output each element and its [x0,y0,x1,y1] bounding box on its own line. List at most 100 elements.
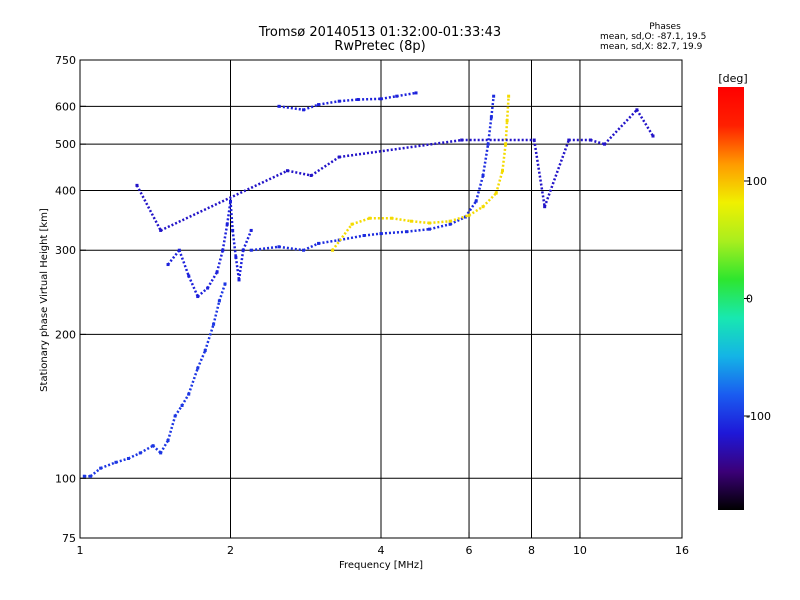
trace-segment [318,99,340,106]
x-tick-label: 2 [227,544,234,557]
trace-segment [229,201,234,231]
trace-segment [204,323,215,351]
trace-segment [429,219,451,225]
trace-segment [339,138,462,159]
chart-title: Tromsø 20140513 01:32:00-01:33:43 [258,25,502,40]
trace-segment [135,184,162,232]
trace-segment [318,238,340,245]
trace-segment [505,96,510,121]
phase-stats-o: mean, sd,O: -87.1, 19.5 [600,32,707,42]
trace-segment [303,103,319,111]
trace-segment [411,219,430,225]
trace-segment [486,116,493,145]
trace-segment [468,205,484,217]
trace-segment [278,105,304,112]
trace-segment [310,155,340,177]
y-tick-label: 200 [55,328,76,341]
trace-segment [287,169,312,177]
trace-segment [490,96,495,118]
trace-segment [603,108,638,146]
trace-segment [339,98,359,103]
trace-segment [218,283,227,302]
trace-segment [139,444,154,454]
data-point [414,91,418,95]
x-tick-label: 8 [528,544,535,557]
chart-title-block: Tromsø 20140513 01:32:00-01:33:43 RwPret… [230,26,530,54]
trace-segment [396,91,417,98]
trace-segment [482,192,498,208]
trace-segment [215,249,224,273]
trace-segment [380,230,407,235]
colorbar-label: [deg] [718,72,747,85]
colorbar-tick-label: 100 [746,175,767,188]
y-tick-label: 600 [55,100,76,113]
trace-segment [331,223,354,251]
chart-subtitle: RwPretec (8p) [334,39,426,54]
trace-segment [358,97,382,101]
colorbar [718,87,744,510]
trace-segment [187,367,199,395]
trace-segment [89,467,102,478]
y-tick-label: 400 [55,184,76,197]
trace-segment [339,234,365,242]
trace-segment [159,439,170,454]
trace-segment [160,169,288,232]
trace-segment [449,214,470,223]
trace-segment [100,461,117,470]
trace-segment [474,175,485,202]
phase-stats-heading: Phases [649,22,681,32]
trace-segment [481,143,490,176]
grid-lines [80,60,682,538]
trace-segment [380,94,397,101]
x-tick-label: 4 [378,544,385,557]
trace-segment [237,250,245,281]
colorbar-ticks: 100 0 -100 [744,175,771,423]
trace-segment [635,109,655,137]
trace-segment [449,215,466,226]
data-point [651,134,655,138]
colorbar-tick-label: 0 [746,293,753,306]
x-axis-title: Frequency [MHz] [339,560,423,571]
trace-segment [303,242,320,252]
trace-segment [187,275,199,298]
trace-segment [234,257,241,281]
y-tick-label: 75 [62,532,76,545]
trace-segment [543,139,570,208]
trace-segment [391,216,412,223]
trace-segment [152,444,162,454]
y-tick-label: 750 [55,54,76,67]
phase-stats: Phases mean, sd,O: -87.1, 19.5 mean, sd,… [600,22,730,52]
y-axis-title: Stationary phase Virtual Height [km] [39,208,50,392]
trace-segment [351,217,371,226]
trace-segment [464,200,478,218]
x-tick-label: 10 [573,544,587,557]
trace-segment [221,224,229,251]
trace-segment [174,404,184,417]
x-axis-ticks: 1 2 4 6 8 10 16 [77,532,689,557]
colorbar-tick-label: -100 [746,410,771,423]
x-tick-label: 16 [675,544,689,557]
trace-segment [532,139,546,207]
trace-segment [206,271,219,289]
trace-segment [406,227,430,233]
y-tick-label: 300 [55,244,76,257]
trace-segment [278,245,304,252]
trace-segment [251,245,280,252]
x-tick-label: 1 [77,544,84,557]
trace-segment [231,230,238,258]
trace-segment [115,457,129,464]
y-tick-label: 100 [55,472,76,485]
trace-segment [180,393,190,407]
y-tick-label: 500 [55,138,76,151]
trace-segment [363,232,382,237]
trace-segment [167,249,181,266]
trace-segment [127,451,141,460]
trace-segment [429,223,451,231]
phase-stats-x: mean, sd,X: 82.7, 19.9 [600,42,703,52]
x-tick-label: 6 [466,544,473,557]
y-axis-ticks: 75 100 200 300 400 500 600 750 [55,54,86,545]
trace-segment [178,249,190,277]
trace-segment [501,144,507,171]
trace-segment [241,229,253,251]
